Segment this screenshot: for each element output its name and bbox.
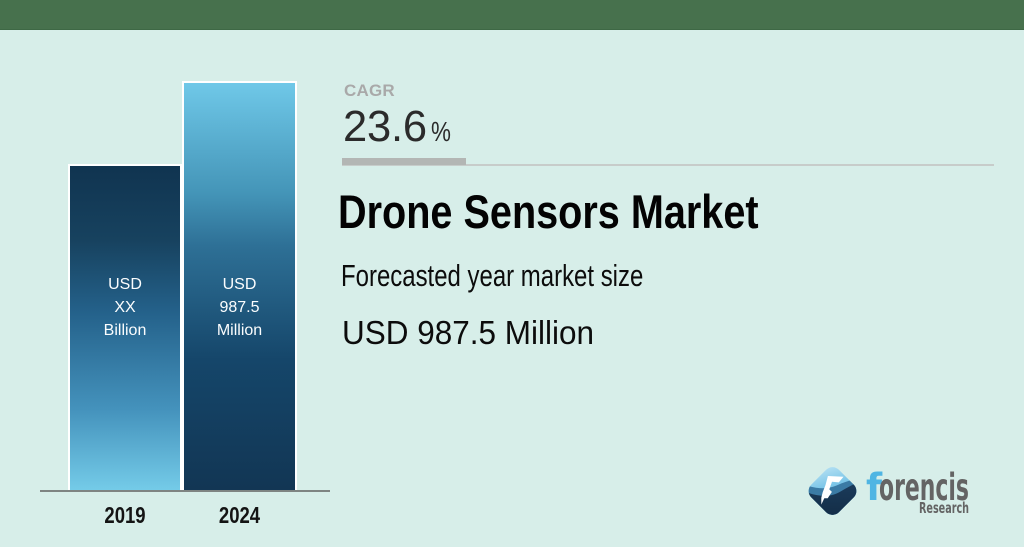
logo-bolt-icon	[821, 476, 844, 505]
bar-2019-value-line1: USD	[108, 275, 142, 293]
divider-accent-segment	[342, 158, 466, 165]
forencis-research-logo: f orencis Research	[804, 463, 969, 519]
bar-2024-value-label: USD 987.5 Million	[182, 273, 297, 342]
logo-sub-brand-text: Research	[919, 500, 969, 517]
bar-2024-value-line3: Million	[216, 321, 263, 339]
forecast-value: USD 987.5 Million	[342, 315, 595, 352]
bar-2024	[182, 81, 297, 490]
bar-2019-value-line3: Billion	[103, 321, 147, 339]
cagr-value: 23.6	[343, 103, 427, 151]
x-axis-line	[40, 490, 330, 492]
cagr-value-row: 23.6 %	[343, 100, 456, 154]
top-bar	[0, 0, 1024, 30]
page-title: Drone Sensors Market	[338, 185, 759, 238]
logo-brand-f: f	[866, 466, 883, 509]
subtitle: Forecasted year market size	[341, 258, 644, 293]
logo-brand-text: orencis	[879, 466, 969, 509]
cagr-unit: %	[430, 116, 451, 147]
bar-2019	[68, 164, 182, 490]
bar-2024-value-line2: 987.5	[219, 298, 260, 316]
axis-label-2019: 2019	[104, 502, 146, 528]
divider-line	[342, 164, 994, 166]
cagr-label: CAGR	[344, 80, 395, 100]
bar-2019-value-line2: XX	[114, 298, 136, 316]
axis-label-2024: 2024	[218, 502, 261, 528]
bar-2024-value-line1: USD	[222, 275, 257, 293]
bar-2019-value-label: USD XX Billion	[68, 273, 182, 342]
logo-diamond-icon	[804, 463, 861, 519]
